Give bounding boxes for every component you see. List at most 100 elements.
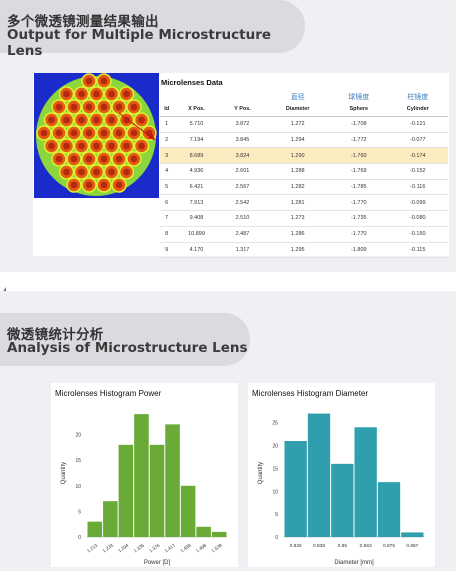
lenslet-core	[115, 103, 123, 111]
y-tick-label: 5	[275, 512, 278, 518]
lenslet-core	[93, 116, 100, 124]
table-body: 1 5.710 3.872 1.272 -1.708 -0.121 2 7.194 3.845 1…	[160, 116, 448, 259]
lenslet-core	[123, 116, 130, 124]
table-row[interactable]: 5 6.421 2.567 1.282 -1.785 -0.116	[160, 179, 448, 196]
table-row[interactable]: 4 4.936 2.601 1.288 -1.769 -0.152	[160, 163, 448, 180]
lenslet-core	[63, 90, 70, 98]
lenslet-core	[63, 142, 70, 150]
section-output-title-cn: 多个微透镜测量结果输出	[7, 14, 159, 30]
table-cell: 4	[160, 163, 174, 180]
table-cell: 1.272	[265, 116, 330, 133]
section-output-header: 多个微透镜测量结果输出 Output for Multiple Microstr…	[0, 0, 305, 59]
y-axis-label: Quantity	[61, 462, 67, 484]
lenslet-core	[123, 90, 130, 98]
x-tick-label: 1.213	[86, 542, 99, 553]
table-cell: -0.099	[387, 194, 448, 212]
column-header: Y Pos.	[219, 92, 266, 117]
table-row[interactable]: 3 8.689 3.824 1.290 -1.760 -0.174	[160, 147, 448, 165]
column-header-label: Cylinder	[406, 106, 429, 112]
table-cell: 6.421	[173, 179, 220, 196]
lenslet-core	[78, 116, 85, 124]
column-header-label: Sphere	[349, 106, 369, 112]
y-tick-label: 15	[75, 458, 81, 464]
lenslet-core	[115, 155, 123, 163]
table-cell: -0.174	[387, 147, 448, 165]
histogram-bar	[284, 441, 307, 537]
x-axis-label: Diameter [mm]	[334, 560, 374, 566]
lenslet-core	[123, 142, 130, 150]
table-cell: 1.288	[265, 163, 330, 180]
histogram-bar	[354, 427, 377, 537]
histogram-diameter-chart: 0 5 10 15 20 25 0.826 0.838 0.85 0.863 0.875 0.887 D…	[258, 413, 424, 566]
lenslet-core	[130, 103, 138, 111]
lenslet-core	[70, 181, 78, 189]
histogram-bar	[196, 526, 211, 537]
table-cell: -1.772	[329, 132, 388, 149]
y-tick-label: 20	[75, 433, 81, 439]
lenslet-core	[100, 181, 108, 189]
x-tick-label: 0.826	[290, 543, 302, 549]
lenslet-core	[100, 103, 108, 111]
histogram-bar	[180, 485, 196, 537]
y-tick-label: 25	[272, 421, 278, 427]
table-cell: -0.152	[387, 163, 448, 180]
lenslet-core	[100, 77, 108, 85]
lenslet-core	[55, 103, 63, 111]
lenslet-core	[78, 90, 85, 98]
lenslet-core	[85, 103, 93, 111]
histogram-bar	[165, 424, 180, 537]
column-header: 球镜度 Sphere	[329, 92, 388, 117]
table-cell: 4.936	[173, 163, 220, 180]
y-tick-label: 20	[272, 444, 278, 450]
table-row[interactable]: 2 7.194 3.845 1.294 -1.772 -0.077	[160, 132, 448, 149]
table-cell: -0.115	[387, 242, 448, 259]
table-cell: -0.116	[387, 179, 448, 196]
table-cell: 2.487	[219, 226, 266, 243]
lenslet-core	[55, 129, 63, 137]
histogram-bar	[331, 463, 354, 537]
column-header-cn: 柱镜度	[407, 93, 429, 101]
table-cell: 1.290	[265, 147, 330, 165]
histogram-bar	[211, 531, 227, 537]
table-cell: 2.601	[219, 163, 266, 180]
table-row[interactable]: 9 4.170 1.317 1.295 -1.809 -0.115	[160, 242, 448, 259]
table-row[interactable]: 7 9.408 2.510 1.273 -1.735 -0.080	[160, 210, 448, 227]
histogram-diameter-title: Microlenses Histogram Diameter	[252, 389, 369, 398]
lenslet-core	[63, 168, 70, 176]
microlens-array-image	[34, 73, 159, 198]
table-cell: 9.408	[173, 210, 220, 227]
lenslet-core	[108, 142, 115, 150]
table-cell: -0.077	[387, 132, 448, 149]
table-header-row: Id X Pos. Y Pos. 直径 Diameter 球镜度 Sphere 柱镜度 Cyli…	[160, 92, 448, 117]
column-header: 直径 Diameter	[265, 92, 330, 117]
column-header: 柱镜度 Cylinder	[387, 92, 448, 117]
table-row[interactable]: 1 5.710 3.872 1.272 -1.708 -0.121	[160, 116, 448, 133]
x-tick-label: 0.875	[383, 543, 395, 549]
lenslet-core	[70, 129, 78, 137]
x-tick-label: 1.417	[164, 542, 177, 553]
x-tick-label: 1.539	[211, 542, 224, 553]
table-cell: -1.735	[329, 210, 388, 227]
lenslet-core	[78, 168, 85, 176]
table-row[interactable]: 8 10.899 2.487 1.286 -1.770 -0.150	[160, 226, 448, 243]
table-cell: 9	[160, 242, 174, 259]
histogram-bar	[307, 413, 331, 537]
section-analysis-title-cn: 微透镜统计分析	[7, 327, 104, 343]
x-tick-label: 1.294	[117, 542, 130, 553]
lenslet-core	[93, 168, 100, 176]
table-row[interactable]: 6 7.913 2.542 1.281 -1.770 -0.099	[160, 194, 448, 212]
table-cell: 2.542	[219, 194, 266, 212]
y-tick-label: 0	[275, 535, 278, 541]
lenslet-core	[85, 155, 93, 163]
table-cell: -1.785	[329, 179, 388, 196]
table-cell: 5.710	[173, 116, 220, 133]
table-cell: 3	[160, 147, 174, 165]
histogram-bar	[134, 414, 149, 537]
lenslet-core	[40, 129, 48, 137]
table-cell: 2	[160, 132, 174, 149]
table-cell: 7.913	[173, 194, 220, 212]
x-tick-label: 1.376	[148, 542, 161, 553]
table-cell: 7.194	[173, 132, 220, 149]
histogram-bar	[103, 501, 118, 537]
lenslet-core	[123, 168, 130, 176]
